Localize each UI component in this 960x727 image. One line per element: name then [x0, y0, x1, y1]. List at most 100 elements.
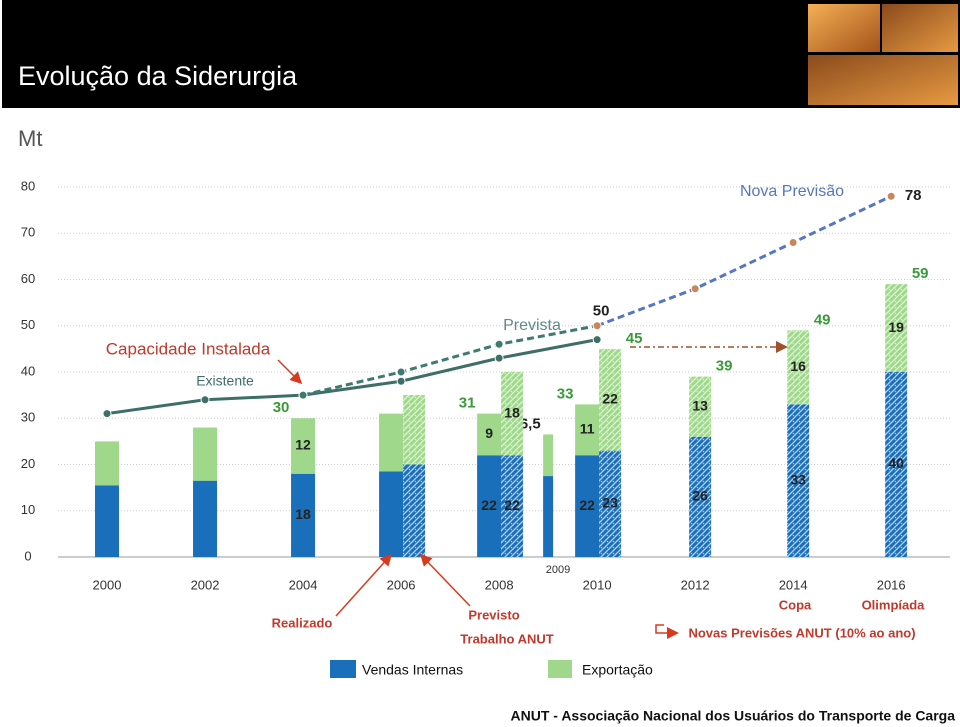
bar-segment [599, 348, 622, 451]
line [302, 324, 598, 397]
bar-segment [787, 330, 810, 405]
arrow [277, 359, 303, 385]
total-label: 39 [716, 358, 733, 375]
bar-segment [477, 455, 502, 557]
point-label: 50 [593, 303, 610, 320]
line-point [690, 284, 700, 294]
annotation: Capacidade Instalada [106, 339, 271, 358]
header-image [808, 4, 880, 52]
x-tick-label: 2008 [485, 577, 514, 592]
annotation: 2009 [546, 564, 570, 576]
y-tick-label: 0 [24, 548, 31, 563]
total-label: 59 [912, 265, 929, 282]
data-label: 9 [485, 425, 493, 441]
unit: Mt [18, 126, 42, 151]
y-tick-label: 20 [21, 456, 35, 471]
x-tick-label: 2000 [93, 577, 122, 592]
data-label: 26 [692, 488, 708, 504]
y-tick-label: 60 [21, 271, 35, 286]
arrow [655, 624, 679, 639]
bar-segment [379, 471, 404, 557]
data-label: 11 [580, 421, 595, 437]
bar-segment [501, 455, 524, 557]
line-point [494, 353, 504, 363]
data-label: 22 [504, 497, 520, 513]
bar-segment [403, 395, 426, 465]
bar-segment [885, 284, 908, 372]
annotation: Novas Previsões ANUT (10% ao ano) [688, 625, 915, 640]
data-label: 22 [602, 390, 618, 406]
line-label: Existente [196, 373, 254, 389]
data-label: 13 [692, 397, 708, 413]
data-label: 16 [790, 358, 806, 374]
annotation: Previsto [468, 607, 519, 622]
line [106, 338, 598, 416]
bar-segment [689, 376, 712, 437]
x-tick-label: 2012 [681, 577, 710, 592]
bar-segment [575, 455, 600, 557]
line-point [396, 376, 406, 386]
total-label: 45 [626, 330, 643, 347]
bar-segment [543, 476, 554, 557]
title: Evolução da Siderurgia [18, 61, 298, 91]
line-point [592, 321, 602, 331]
data-label: 18 [504, 404, 520, 420]
x-tick-label: 2006 [387, 577, 416, 592]
line-point [886, 191, 896, 201]
x-tick-label: 2004 [289, 577, 318, 592]
bar-segment [403, 464, 426, 557]
bar-segment [291, 473, 316, 557]
data-label: 18 [295, 506, 311, 522]
total-label: 31 [459, 395, 476, 412]
data-label: 12 [295, 437, 311, 453]
data-label: 19 [888, 319, 904, 335]
data-label: 33 [790, 471, 806, 487]
y-tick-label: 70 [21, 225, 35, 240]
arrow [335, 553, 393, 617]
annotation: Olimpíada [862, 597, 926, 612]
bar-segment [575, 404, 600, 456]
line-point [494, 339, 504, 349]
bar-segment [193, 427, 218, 481]
x-tick-label: 2002 [191, 577, 220, 592]
y-tick-label: 10 [21, 502, 35, 517]
line-point [592, 335, 602, 345]
bar-segment [95, 485, 120, 557]
bar-segment [543, 434, 554, 477]
line-point [200, 395, 210, 405]
bar-segment [787, 404, 810, 557]
bar-segment [885, 372, 908, 557]
legend-swatch [330, 660, 356, 678]
annotation: Realizado [272, 615, 333, 630]
x-tick-label: 2016 [877, 577, 906, 592]
line-point [298, 390, 308, 400]
y-tick-label: 50 [21, 317, 35, 332]
footer: ANUT - Associação Nacional dos Usuários … [511, 708, 956, 724]
line-label: Nova Previsão [740, 183, 844, 200]
data-label: 22 [481, 497, 497, 513]
data-label: 23 [602, 495, 618, 511]
annotation: Copa [779, 597, 812, 612]
line-point [396, 367, 406, 377]
legend-label: Exportação [582, 662, 653, 678]
bar-segment [599, 450, 622, 557]
total-label: 30 [273, 399, 290, 416]
header-image [808, 55, 958, 105]
arrow [419, 553, 471, 607]
y-tick-label: 80 [21, 178, 35, 193]
total-label: 49 [814, 311, 831, 328]
line-label: Prevista [503, 317, 561, 334]
bar-segment [193, 480, 218, 557]
legend-swatch [548, 660, 572, 678]
header-bar [2, 0, 960, 108]
x-tick-label: 2014 [779, 577, 808, 592]
bar-segment [379, 413, 404, 472]
annotation: Trabalho ANUT [460, 631, 553, 646]
x-tick-label: 2010 [583, 577, 612, 592]
plot: 0 10 20 30 40 50 60 70 80 2000 2002 2004 2006 2008 201… [21, 178, 950, 592]
header-image [882, 4, 958, 52]
bar-segment [291, 418, 316, 474]
line-point [788, 238, 798, 247]
total-label: 33 [557, 385, 574, 402]
